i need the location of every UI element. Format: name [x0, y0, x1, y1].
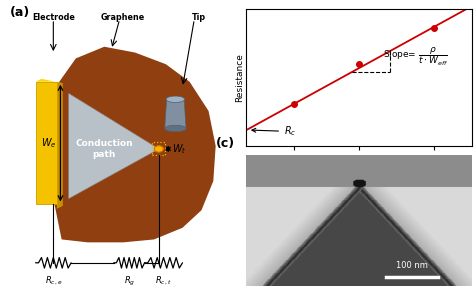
Text: $W_e$: $W_e$ — [41, 136, 56, 150]
Text: (a): (a) — [9, 6, 30, 19]
Polygon shape — [36, 79, 63, 83]
Polygon shape — [165, 99, 186, 128]
Text: Graphene: Graphene — [101, 13, 146, 22]
Text: Conduction
path: Conduction path — [75, 139, 133, 159]
Bar — [152, 142, 165, 155]
Text: (c): (c) — [216, 136, 235, 150]
Text: $R_{c,e}$: $R_{c,e}$ — [45, 274, 62, 287]
Y-axis label: Resistance: Resistance — [235, 53, 244, 102]
Text: (b): (b) — [215, 0, 235, 1]
Text: $R_{c,t}$: $R_{c,t}$ — [155, 274, 172, 287]
Text: Slope= $\dfrac{\rho}{t \cdot W_{eff}}$: Slope= $\dfrac{\rho}{t \cdot W_{eff}}$ — [383, 46, 448, 68]
Ellipse shape — [166, 96, 185, 102]
Polygon shape — [57, 82, 63, 209]
Ellipse shape — [155, 146, 163, 152]
Polygon shape — [69, 93, 159, 199]
Polygon shape — [52, 47, 216, 242]
Ellipse shape — [165, 125, 186, 132]
Text: $W_t$: $W_t$ — [172, 142, 186, 156]
Text: $R_g$: $R_g$ — [124, 274, 135, 288]
Text: Tip: Tip — [192, 13, 206, 22]
Text: $R_c$: $R_c$ — [252, 125, 296, 138]
Bar — [36, 82, 57, 204]
X-axis label: Relative distance: Relative distance — [320, 167, 398, 176]
Text: Electrode: Electrode — [32, 13, 75, 22]
Text: 100 nm: 100 nm — [396, 261, 428, 270]
